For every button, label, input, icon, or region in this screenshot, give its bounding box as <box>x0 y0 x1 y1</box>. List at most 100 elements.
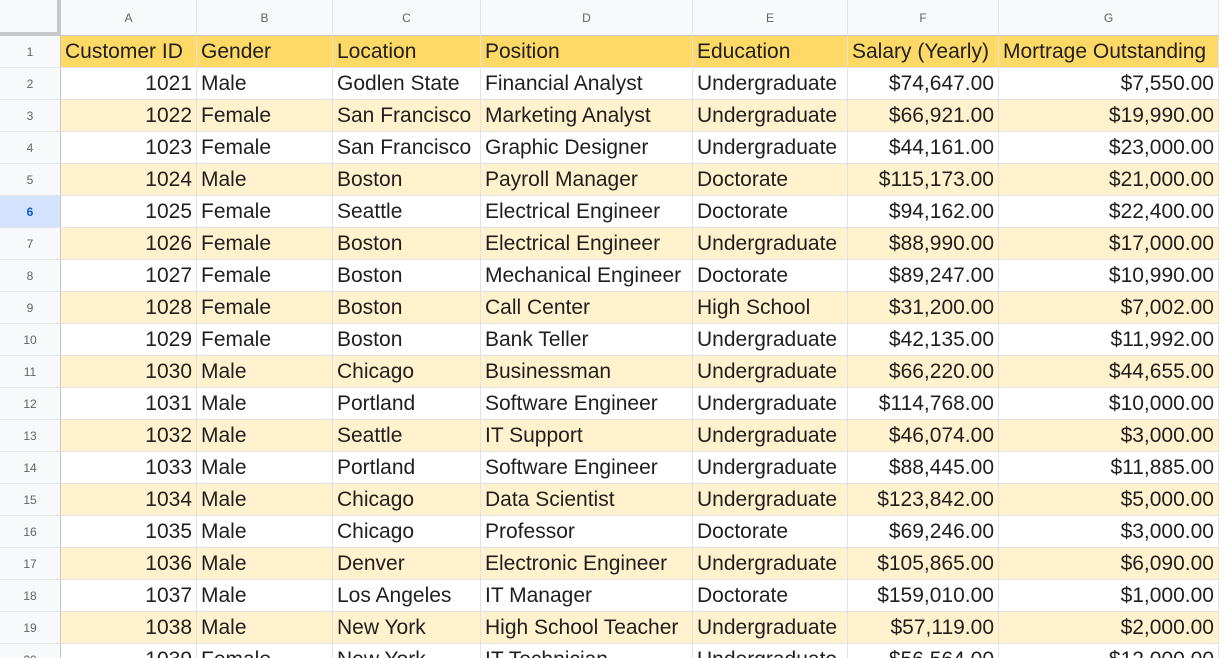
row-number[interactable]: 5 <box>0 164 61 196</box>
header-cell[interactable]: Position <box>481 36 693 68</box>
table-cell[interactable]: $22,400.00 <box>999 196 1219 228</box>
table-cell[interactable]: Male <box>197 452 333 484</box>
table-cell[interactable]: Doctorate <box>693 580 848 612</box>
header-cell[interactable]: Salary (Yearly) <box>848 36 999 68</box>
table-cell[interactable]: $6,090.00 <box>999 548 1219 580</box>
table-cell[interactable]: Undergraduate <box>693 324 848 356</box>
table-cell[interactable]: Call Center <box>481 292 693 324</box>
table-cell[interactable]: Undergraduate <box>693 356 848 388</box>
table-cell[interactable]: Undergraduate <box>693 132 848 164</box>
table-cell[interactable]: Undergraduate <box>693 484 848 516</box>
table-cell[interactable]: 1035 <box>61 516 197 548</box>
table-cell[interactable]: $21,000.00 <box>999 164 1219 196</box>
table-cell[interactable]: Undergraduate <box>693 228 848 260</box>
table-cell[interactable]: Male <box>197 388 333 420</box>
table-cell[interactable]: Seattle <box>333 196 481 228</box>
row-number[interactable]: 11 <box>0 356 61 388</box>
table-cell[interactable]: Male <box>197 612 333 644</box>
row-number[interactable]: 18 <box>0 580 61 612</box>
table-cell[interactable]: Female <box>197 644 333 658</box>
table-cell[interactable]: Mechanical Engineer <box>481 260 693 292</box>
table-cell[interactable]: IT Manager <box>481 580 693 612</box>
table-cell[interactable]: Boston <box>333 324 481 356</box>
table-cell[interactable]: 1038 <box>61 612 197 644</box>
table-cell[interactable]: Male <box>197 484 333 516</box>
header-cell[interactable]: Education <box>693 36 848 68</box>
select-all-corner[interactable] <box>0 0 61 36</box>
table-cell[interactable]: $17,000.00 <box>999 228 1219 260</box>
table-cell[interactable]: 1027 <box>61 260 197 292</box>
row-number[interactable]: 3 <box>0 100 61 132</box>
table-cell[interactable]: Male <box>197 68 333 100</box>
table-cell[interactable]: $66,921.00 <box>848 100 999 132</box>
table-cell[interactable]: $74,647.00 <box>848 68 999 100</box>
table-cell[interactable]: Denver <box>333 548 481 580</box>
column-header-a[interactable]: A <box>61 0 197 36</box>
table-cell[interactable]: IT Support <box>481 420 693 452</box>
table-cell[interactable]: New York <box>333 644 481 658</box>
table-cell[interactable]: Data Scientist <box>481 484 693 516</box>
table-cell[interactable]: Chicago <box>333 356 481 388</box>
table-cell[interactable]: Female <box>197 260 333 292</box>
table-cell[interactable]: 1021 <box>61 68 197 100</box>
row-number[interactable]: 19 <box>0 612 61 644</box>
table-cell[interactable]: Doctorate <box>693 260 848 292</box>
table-cell[interactable]: 1039 <box>61 644 197 658</box>
table-cell[interactable]: 1028 <box>61 292 197 324</box>
table-cell[interactable]: $159,010.00 <box>848 580 999 612</box>
table-cell[interactable]: $88,445.00 <box>848 452 999 484</box>
table-cell[interactable]: 1029 <box>61 324 197 356</box>
table-cell[interactable]: $31,200.00 <box>848 292 999 324</box>
column-header-b[interactable]: B <box>197 0 333 36</box>
table-cell[interactable]: 1031 <box>61 388 197 420</box>
table-cell[interactable]: $69,246.00 <box>848 516 999 548</box>
table-cell[interactable]: Seattle <box>333 420 481 452</box>
row-number[interactable]: 13 <box>0 420 61 452</box>
row-number[interactable]: 12 <box>0 388 61 420</box>
table-cell[interactable]: Chicago <box>333 484 481 516</box>
table-cell[interactable]: Boston <box>333 292 481 324</box>
table-cell[interactable]: Software Engineer <box>481 388 693 420</box>
table-cell[interactable]: Boston <box>333 260 481 292</box>
table-cell[interactable]: Male <box>197 356 333 388</box>
table-cell[interactable]: $66,220.00 <box>848 356 999 388</box>
table-cell[interactable]: Male <box>197 164 333 196</box>
table-cell[interactable]: IT Technician <box>481 644 693 658</box>
table-cell[interactable]: Electrical Engineer <box>481 196 693 228</box>
table-cell[interactable]: $3,000.00 <box>999 516 1219 548</box>
table-cell[interactable]: Boston <box>333 228 481 260</box>
table-cell[interactable]: $10,000.00 <box>999 388 1219 420</box>
table-cell[interactable]: 1034 <box>61 484 197 516</box>
table-cell[interactable]: Software Engineer <box>481 452 693 484</box>
table-cell[interactable]: Bank Teller <box>481 324 693 356</box>
column-header-g[interactable]: G <box>999 0 1219 36</box>
table-cell[interactable]: 1030 <box>61 356 197 388</box>
table-cell[interactable]: $11,992.00 <box>999 324 1219 356</box>
table-cell[interactable]: $88,990.00 <box>848 228 999 260</box>
table-cell[interactable]: Portland <box>333 388 481 420</box>
table-cell[interactable]: Male <box>197 580 333 612</box>
table-cell[interactable]: Female <box>197 100 333 132</box>
table-cell[interactable]: Undergraduate <box>693 612 848 644</box>
table-cell[interactable]: $2,000.00 <box>999 612 1219 644</box>
table-cell[interactable]: Undergraduate <box>693 644 848 658</box>
row-number[interactable]: 9 <box>0 292 61 324</box>
table-cell[interactable]: $44,161.00 <box>848 132 999 164</box>
table-cell[interactable]: $57,119.00 <box>848 612 999 644</box>
table-cell[interactable]: High School Teacher <box>481 612 693 644</box>
table-cell[interactable]: $23,000.00 <box>999 132 1219 164</box>
header-cell[interactable]: Customer ID <box>61 36 197 68</box>
table-cell[interactable]: $3,000.00 <box>999 420 1219 452</box>
row-number[interactable]: 4 <box>0 132 61 164</box>
table-cell[interactable]: 1025 <box>61 196 197 228</box>
row-number[interactable]: 15 <box>0 484 61 516</box>
table-cell[interactable]: 1033 <box>61 452 197 484</box>
table-cell[interactable]: Financial Analyst <box>481 68 693 100</box>
table-cell[interactable]: 1032 <box>61 420 197 452</box>
table-cell[interactable]: Female <box>197 324 333 356</box>
table-cell[interactable]: $46,074.00 <box>848 420 999 452</box>
table-cell[interactable]: $5,000.00 <box>999 484 1219 516</box>
column-header-e[interactable]: E <box>693 0 848 36</box>
table-cell[interactable]: Male <box>197 548 333 580</box>
table-cell[interactable]: Undergraduate <box>693 100 848 132</box>
